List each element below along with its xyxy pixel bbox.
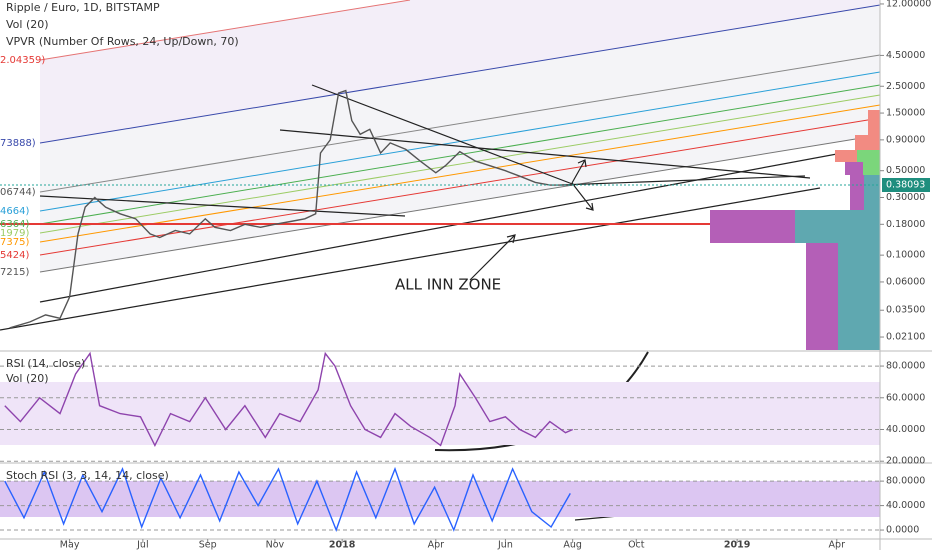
last-price: 0.38093 [886,180,925,191]
fib-label: 1979) [0,228,29,239]
y-tick-label: 2.50000 [886,81,925,92]
y-tick-label: 0.03500 [886,305,925,316]
x-tick-label: 2019 [724,540,750,550]
fib-label: 2.04359) [0,55,45,66]
x-tick-label: Aug [563,540,582,550]
x-tick-label: Nov [266,540,285,550]
y-tick-label: 0.02100 [886,332,925,343]
x-tick-label: May [60,540,80,550]
x-tick-label: Jul [136,540,148,550]
y-tick-label: 0.18000 [886,219,925,230]
fib-label: 06744) [0,187,36,198]
y-tick-label: 0.30000 [886,192,925,203]
indicator: VPVR (Number Of Rows, 24, Up/Down, 70) [6,35,239,48]
y-tick-label: 4.50000 [886,50,925,61]
fib-channel [39,0,881,273]
x-tick-label: Sep [199,540,217,550]
rsi-subtitle: Vol (20) [6,372,49,385]
volume-profile [710,110,880,350]
y-tick-label: 60.0000 [886,392,925,403]
y-tick-label: 40.0000 [886,500,925,511]
x-tick-label: Apr [829,540,846,550]
fib-label: 7215) [0,267,29,278]
y-tick-label: 1.50000 [886,108,925,119]
plot [0,89,880,533]
y-tick-label: 0.90000 [886,134,925,145]
title: Ripple / Euro, 1D, BITSTAMP [6,1,160,14]
x-tick-label: 2018 [329,540,356,550]
y-tick-label: 80.0000 [886,361,925,372]
y-tick-label: 0.0000 [886,525,919,536]
indicator: Vol (20) [6,18,49,31]
y-tick-label: 0.06000 [886,276,925,287]
x-tick-label: Jun [497,540,513,550]
y-tick-label: 20.0000 [886,456,925,467]
fib-label: 6364) [0,219,29,230]
y-tick-label: 40.0000 [886,424,925,435]
stoch-title: Stoch RSI (3, 3, 14, 14, close) [6,469,169,482]
fib-label: 7375) [0,237,29,248]
annotation: ALL INN ZONE [395,276,501,294]
series-line [4,466,571,533]
series-line [4,351,573,447]
rsi-title: RSI (14, close) [6,357,85,370]
y-tick-label: 12.00000 [886,0,931,9]
y-tick-label: 80.0000 [886,476,925,487]
fib-label: 73888) [0,138,36,149]
y-tick-label: 0.10000 [886,250,925,261]
fib-label: 5424) [0,250,29,261]
x-tick-label: Apr [428,540,445,550]
y-tick-label: 0.50000 [886,165,925,176]
series-line [9,89,573,329]
fib-label: 4664) [0,206,29,217]
last-price-box [882,178,930,192]
x-tick-label: Oct [628,540,645,550]
